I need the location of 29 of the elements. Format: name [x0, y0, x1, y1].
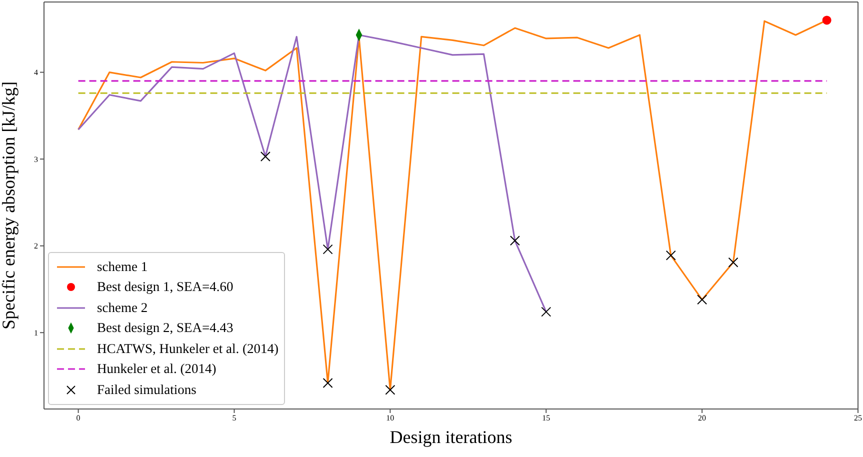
y-axis-title: Specific energy absorption [kJ/kg]	[0, 81, 18, 330]
x-tick-label: 10	[386, 414, 394, 423]
point	[385, 384, 396, 395]
point	[541, 306, 552, 317]
point	[728, 257, 738, 268]
legend-label: scheme 2	[97, 300, 148, 316]
x-tick-label: 0	[76, 414, 80, 423]
legend-label: scheme 1	[97, 258, 148, 275]
point	[260, 151, 270, 162]
y-tick-label: 1	[34, 328, 38, 338]
point	[822, 16, 832, 25]
y-tick-label: 3	[34, 154, 38, 164]
point	[322, 244, 333, 254]
point	[322, 378, 333, 388]
legend-label: Hunkeler et al. (2014)	[97, 361, 216, 378]
legend-label: Best design 1, SEA=4.60	[97, 279, 234, 296]
y-tick-label: 2	[34, 242, 38, 251]
x-tick-label: 20	[698, 414, 706, 423]
legend-label: Failed simulations	[97, 382, 196, 398]
x-tick-label: 5	[232, 414, 236, 423]
x-axis-title: Design iterations	[390, 427, 512, 447]
legend-label: HCATWS, Hunkeler et al. (2014)	[97, 340, 278, 357]
y-tick-label: 4	[34, 68, 38, 78]
legend-label: Best design 2, SEA=4.43	[97, 320, 234, 336]
point	[510, 236, 520, 246]
x-tick-label: 15	[542, 414, 550, 423]
point	[666, 250, 676, 260]
x-tick-label: 25	[854, 414, 862, 423]
point	[697, 294, 708, 305]
